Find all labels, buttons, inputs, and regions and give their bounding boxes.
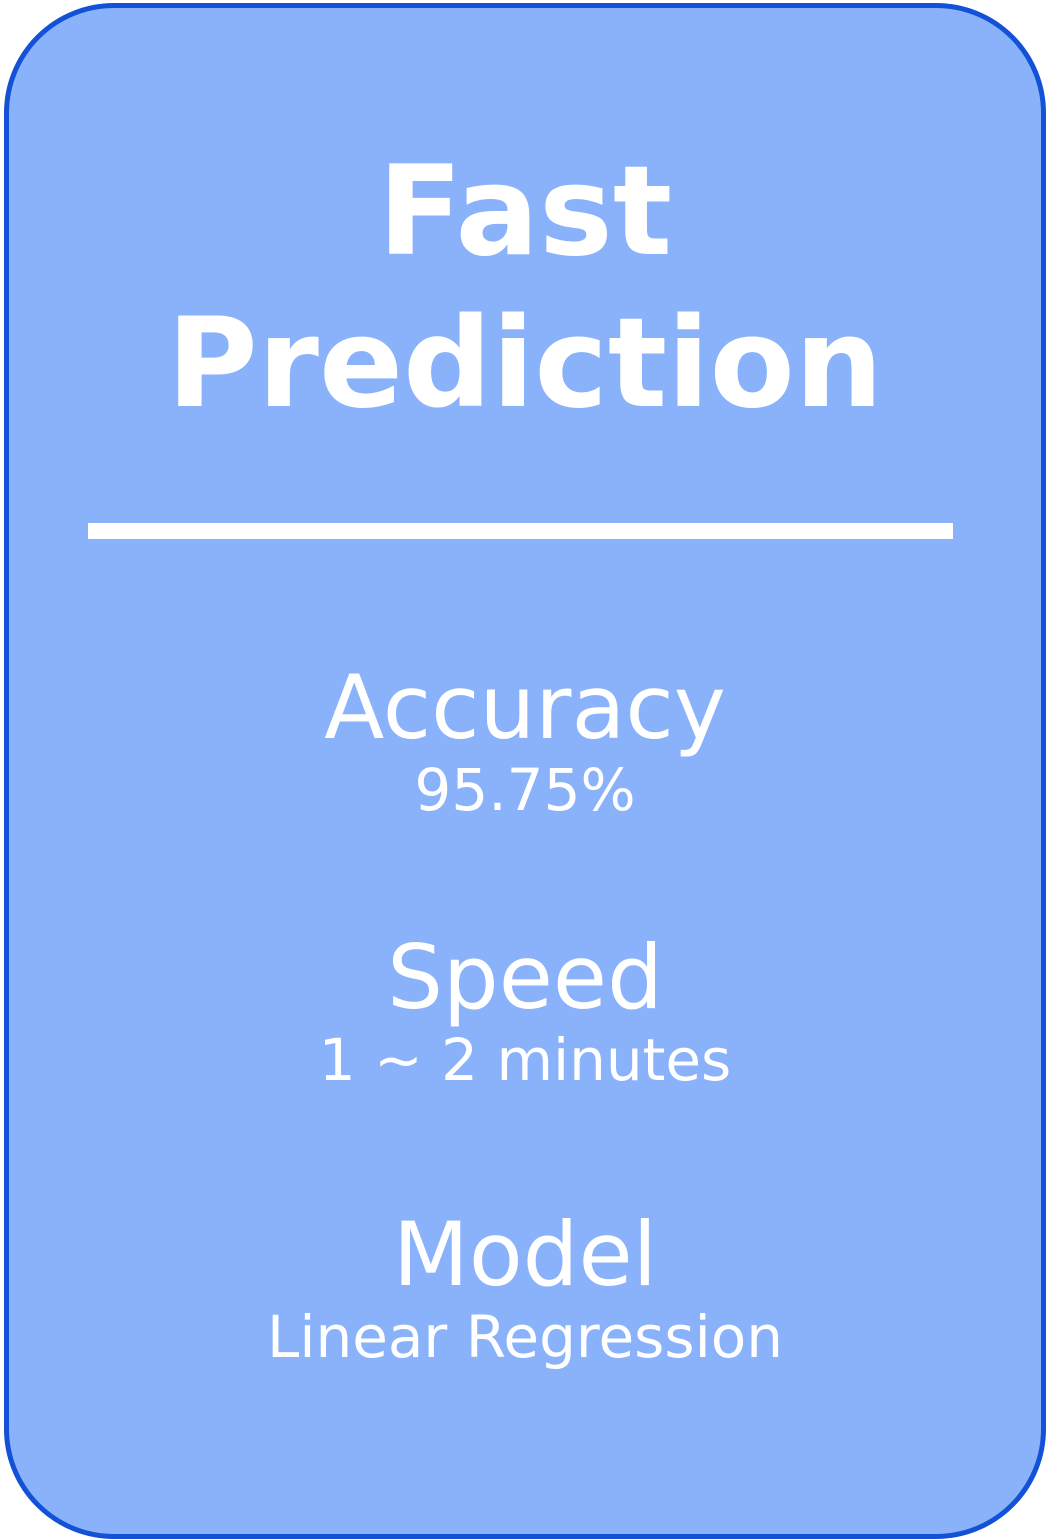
speed-stat: Speed 1 ~ 2 minutes bbox=[9, 926, 1041, 1095]
card-title-line-1: Fast bbox=[377, 140, 673, 284]
accuracy-stat: Accuracy 95.75% bbox=[9, 656, 1041, 825]
prediction-card: Fast Prediction Accuracy 95.75% Speed 1 … bbox=[4, 3, 1046, 1539]
speed-label: Speed bbox=[387, 926, 663, 1029]
card-title: Fast Prediction bbox=[9, 136, 1041, 440]
speed-value: 1 ~ 2 minutes bbox=[318, 1026, 732, 1094]
title-divider bbox=[88, 523, 953, 539]
model-label: Model bbox=[392, 1203, 658, 1306]
card-title-line-2: Prediction bbox=[166, 292, 884, 436]
model-stat: Model Linear Regression bbox=[9, 1203, 1041, 1372]
accuracy-value: 95.75% bbox=[414, 756, 636, 824]
model-value: Linear Regression bbox=[267, 1303, 783, 1371]
accuracy-label: Accuracy bbox=[324, 656, 726, 759]
